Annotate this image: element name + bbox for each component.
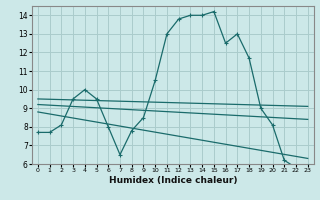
- X-axis label: Humidex (Indice chaleur): Humidex (Indice chaleur): [108, 176, 237, 185]
